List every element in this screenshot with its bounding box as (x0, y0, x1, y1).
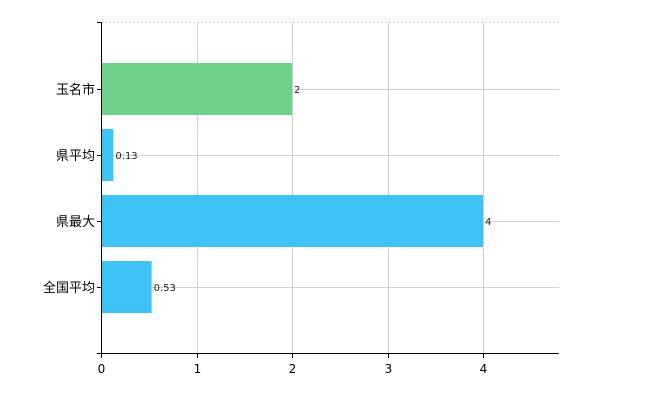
x-tick-label: 2 (289, 362, 297, 376)
bar (101, 63, 292, 115)
data-label: 4 (485, 217, 491, 228)
category-label: 県最大 (56, 215, 95, 230)
bar (101, 195, 483, 247)
x-tick-label: 1 (194, 362, 202, 376)
data-label: 0.53 (154, 283, 176, 294)
category-label: 玉名市 (56, 82, 95, 98)
data-label: 2 (294, 85, 300, 96)
category-label: 県平均 (56, 149, 95, 164)
bar (101, 129, 114, 181)
x-tick-label: 3 (385, 362, 393, 376)
data-label: 0.13 (115, 151, 137, 162)
x-tick-label: 0 (98, 362, 106, 376)
x-tick-label: 4 (480, 362, 488, 376)
bar (101, 261, 152, 313)
category-label: 全国平均 (43, 280, 95, 296)
